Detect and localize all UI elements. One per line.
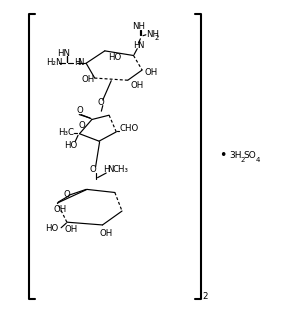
Text: N: N — [77, 58, 84, 67]
Text: HO: HO — [64, 141, 77, 150]
Text: N: N — [107, 165, 114, 174]
Text: OH: OH — [64, 225, 77, 234]
Text: HN: HN — [57, 49, 70, 58]
Text: H: H — [103, 165, 110, 174]
Text: H: H — [74, 58, 81, 67]
Text: CHO: CHO — [119, 124, 138, 133]
Text: •: • — [219, 149, 226, 163]
Text: OH: OH — [130, 81, 144, 90]
Text: OH: OH — [54, 205, 67, 214]
Text: 3H: 3H — [230, 152, 242, 160]
Text: 2: 2 — [155, 35, 159, 41]
Text: O: O — [79, 120, 85, 129]
Text: OH: OH — [82, 75, 95, 84]
Text: OH: OH — [145, 68, 158, 77]
Text: 4: 4 — [255, 157, 260, 163]
Text: CH₃: CH₃ — [113, 165, 128, 174]
Text: 2: 2 — [241, 157, 245, 163]
Text: O: O — [90, 165, 97, 174]
Text: OH: OH — [100, 229, 113, 238]
Text: H₃C: H₃C — [58, 128, 74, 137]
Text: HO: HO — [45, 224, 59, 233]
Text: H: H — [133, 41, 139, 50]
Text: H₂N: H₂N — [46, 58, 62, 67]
Text: O: O — [64, 190, 70, 199]
Text: NH: NH — [146, 30, 160, 39]
Text: HO: HO — [108, 53, 122, 62]
Text: N: N — [137, 41, 144, 50]
Text: 2: 2 — [202, 292, 208, 301]
Text: O: O — [77, 106, 84, 115]
Text: O: O — [98, 98, 104, 107]
Text: NH: NH — [133, 22, 146, 31]
Text: SO: SO — [244, 152, 256, 160]
